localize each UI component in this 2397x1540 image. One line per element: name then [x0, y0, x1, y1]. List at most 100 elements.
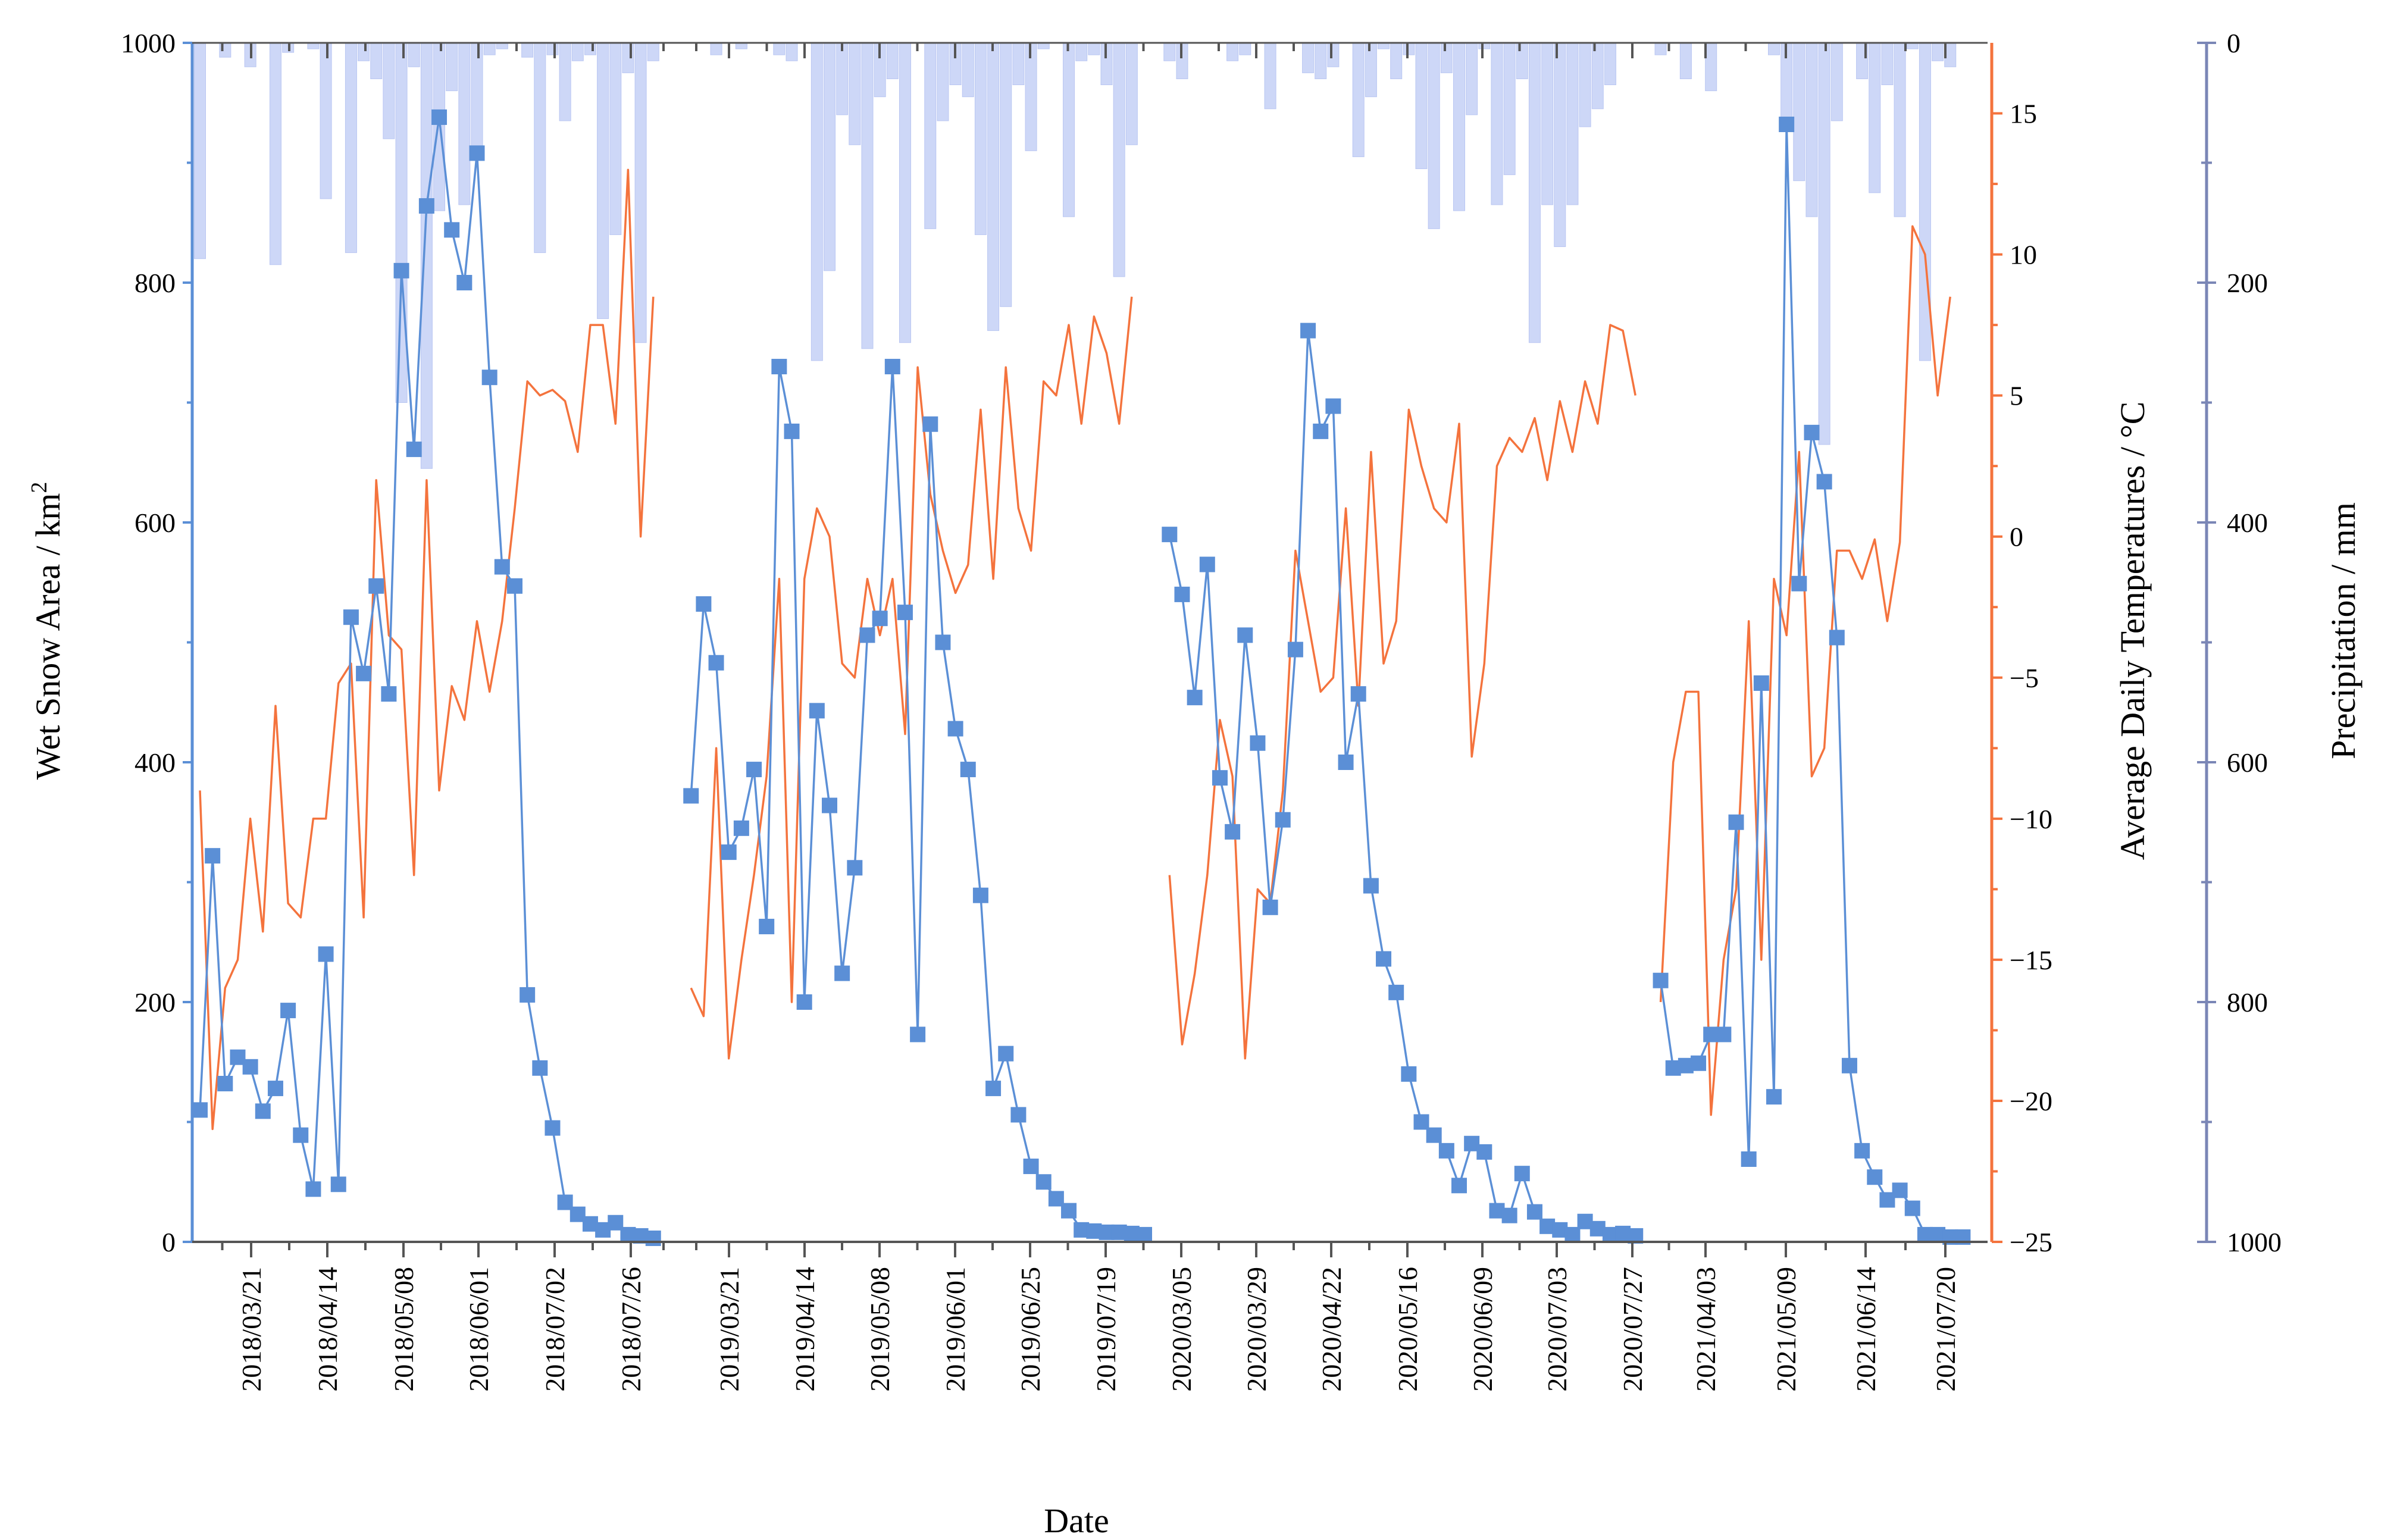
- precipitation-bar: [1528, 42, 1541, 343]
- precipitation-bar: [446, 42, 458, 92]
- x-tick-label: 2019/04/14: [790, 1267, 820, 1392]
- temperature-line-segment: [199, 168, 655, 1131]
- precipitation-bar: [395, 42, 408, 403]
- wet-snow-area-marker: [343, 609, 359, 625]
- wet-snow-area-marker: [1262, 899, 1278, 915]
- wet-snow-area-marker: [255, 1103, 271, 1119]
- wet-snow-area-marker: [305, 1181, 321, 1197]
- x-tick-label: 2019/07/19: [1091, 1267, 1121, 1392]
- precipitation-bar: [1466, 42, 1478, 115]
- precipitation-bar: [1025, 42, 1037, 151]
- wet-snow-area-marker: [910, 1026, 926, 1043]
- precipitation-bar: [1264, 42, 1276, 109]
- precipitation-bar: [1906, 42, 1919, 49]
- wet-snow-area-line-segment: [690, 365, 1145, 1236]
- x-tick-label: 2020/03/05: [1166, 1267, 1197, 1392]
- precipitation-bar: [710, 42, 722, 55]
- precipitation-bar: [886, 42, 899, 79]
- precipitation-bar: [1428, 42, 1440, 229]
- x-tick-label: 2019/06/25: [1015, 1267, 1046, 1392]
- precipitation-bar: [1000, 42, 1012, 307]
- y-left-tick-label: 800: [134, 268, 176, 298]
- wet-snow-area-marker: [242, 1059, 258, 1075]
- wet-snow-area-marker: [1653, 972, 1669, 988]
- wet-snow-area-marker: [884, 359, 900, 375]
- wet-snow-area-marker: [1010, 1107, 1027, 1123]
- wet-snow-area-marker: [1892, 1182, 1908, 1198]
- wet-snow-area-marker: [545, 1120, 561, 1136]
- precipitation-bar: [1881, 42, 1894, 86]
- precipitation-bar: [849, 42, 861, 145]
- wet-snow-area-marker: [1753, 675, 1769, 691]
- x-tick-label: 2021/05/09: [1771, 1267, 1801, 1392]
- wet-snow-area-marker: [192, 1102, 208, 1118]
- wet-snow-area-marker: [645, 1230, 661, 1246]
- wet-snow-area-marker: [1867, 1169, 1883, 1185]
- wet-snow-area-marker: [897, 605, 913, 621]
- precipitation-bar: [1075, 42, 1088, 61]
- precipitation-bar: [1491, 42, 1503, 205]
- y-left-tick-label: 0: [162, 1227, 176, 1257]
- precipitation-bar: [1113, 42, 1125, 277]
- wet-snow-area-marker: [1451, 1178, 1467, 1194]
- precipitation-bar: [1554, 42, 1566, 248]
- wet-snow-area-marker: [872, 611, 888, 627]
- wet-snow-area-marker: [1237, 627, 1253, 643]
- wet-snow-area-marker: [431, 109, 448, 125]
- wet-snow-area-marker: [1275, 812, 1291, 828]
- wet-snow-area-marker: [859, 627, 875, 643]
- wet-snow-area-marker: [1766, 1089, 1782, 1105]
- wet-snow-area-marker: [1187, 690, 1203, 706]
- y-right1-tick-label: −5: [2010, 663, 2039, 693]
- x-tick-label: 2020/07/27: [1617, 1267, 1648, 1392]
- x-tick-label: 2018/03/21: [236, 1267, 267, 1392]
- precipitation-bar: [1654, 42, 1667, 55]
- x-tick-label: 2020/04/22: [1316, 1267, 1347, 1392]
- wet-snow-area-marker: [1438, 1143, 1454, 1159]
- precipitation-bar: [987, 42, 1000, 331]
- precipitation-bar: [1415, 42, 1428, 170]
- precipitation-bar: [534, 42, 546, 253]
- precipitation-bars: [194, 42, 1957, 469]
- x-tick-label: 2020/07/03: [1542, 1267, 1572, 1392]
- precipitation-bar: [1378, 42, 1390, 49]
- wet-snow-area-marker: [507, 578, 522, 594]
- wet-snow-area-marker: [1779, 117, 1795, 133]
- wet-snow-area-marker: [393, 262, 409, 278]
- y-right1-tick-label: −20: [2010, 1086, 2052, 1116]
- x-tick-label: 2021/06/14: [1851, 1267, 1881, 1392]
- wet-snow-area-marker: [1476, 1144, 1492, 1160]
- y-left-axis-title: Wet Snow Area / km2: [27, 482, 67, 780]
- wet-snow-area-marker: [1325, 398, 1341, 414]
- wet-snow-area-marker: [922, 416, 938, 432]
- temperature-line-segment: [690, 296, 1133, 1060]
- precipitation-bar: [358, 42, 370, 61]
- precipitation-bar: [974, 42, 987, 235]
- wet-snow-area-marker: [1199, 556, 1215, 572]
- precipitation-bar: [1919, 42, 1931, 361]
- wet-snow-area-line-segment: [1168, 329, 1636, 1237]
- precipitation-bar: [370, 42, 383, 79]
- precipitation-bar: [408, 42, 420, 67]
- wet-snow-area-marker: [520, 987, 536, 1003]
- temperature-line-segment: [1168, 324, 1636, 1060]
- precipitation-bar: [1239, 42, 1251, 55]
- precipitation-bar: [1869, 42, 1881, 193]
- precipitation-bar: [1478, 42, 1491, 49]
- precipitation-bar: [773, 42, 786, 55]
- precipitation-bar: [811, 42, 823, 361]
- precipitation-bar: [1403, 42, 1415, 55]
- wet-snow-area-marker: [1338, 755, 1354, 770]
- precipitation-bar: [1679, 42, 1692, 79]
- wet-snow-area-marker: [1526, 1204, 1542, 1220]
- wet-snow-area-marker: [1287, 641, 1303, 658]
- wet-snow-area-marker: [494, 559, 510, 575]
- y-left-tick-label: 600: [134, 508, 176, 538]
- y-right1-tick-label: −10: [2010, 804, 2052, 834]
- precipitation-bar: [786, 42, 798, 61]
- wet-snow-area-marker: [1401, 1066, 1417, 1082]
- wet-snow-area-marker: [1225, 824, 1241, 840]
- precipitation-bar: [420, 42, 433, 469]
- precipitation-bar: [471, 42, 483, 151]
